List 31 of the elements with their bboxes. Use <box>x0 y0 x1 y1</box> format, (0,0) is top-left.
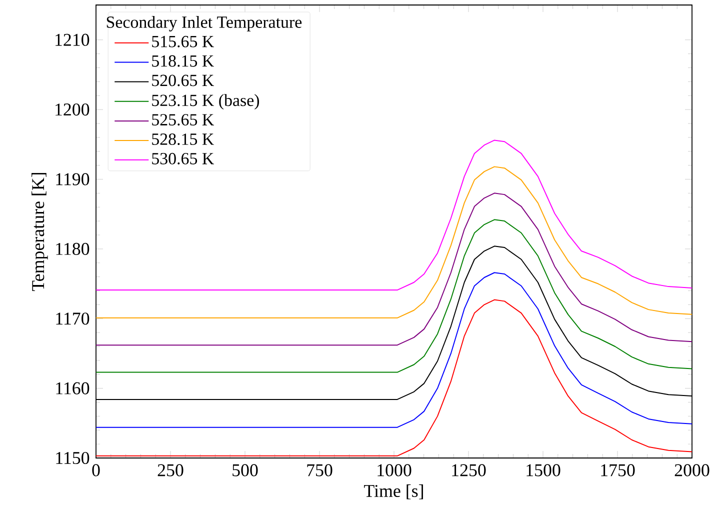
y-tick-label: 1190 <box>56 173 90 186</box>
y-tick-label: 1160 <box>56 382 90 394</box>
line-series <box>96 192 692 346</box>
line-series <box>96 219 692 373</box>
line-series <box>96 272 692 428</box>
line-series <box>96 299 692 456</box>
legend-label: 525.65 K <box>152 114 214 126</box>
y-tick-label: 1150 <box>56 452 90 464</box>
x-tick-label: 750 <box>307 464 332 476</box>
x-tick-label: 1250 <box>452 464 486 476</box>
legend-label: 515.65 K <box>152 36 214 48</box>
x-tick-label: 250 <box>158 464 184 476</box>
x-tick-label: 1750 <box>601 464 635 476</box>
x-tick-label: 1500 <box>526 464 560 476</box>
x-tick-label: 500 <box>232 464 258 476</box>
y-tick-label: 1170 <box>56 312 90 325</box>
legend-label: 518.15 K <box>152 55 214 67</box>
y-tick-label: 1210 <box>56 34 90 46</box>
y-tick-label: 1180 <box>56 242 90 255</box>
legend-label: 523.15 K (base) <box>152 94 260 110</box>
legend-label: 520.65 K <box>152 74 214 86</box>
y-tick-label: 1200 <box>56 103 90 116</box>
x-tick-label: 0 <box>92 464 100 476</box>
x-tick-label: 1000 <box>378 464 412 476</box>
line-series <box>96 166 692 318</box>
y-axis-title: Temperature [K] <box>32 172 48 292</box>
legend-label: 530.65 K <box>152 152 214 164</box>
legend-title: Secondary Inlet Temperature <box>106 16 302 32</box>
legend-label: 528.15 K <box>152 133 214 145</box>
x-tick-label: 2000 <box>674 464 710 476</box>
x-axis-title: Time [s] <box>364 484 423 500</box>
